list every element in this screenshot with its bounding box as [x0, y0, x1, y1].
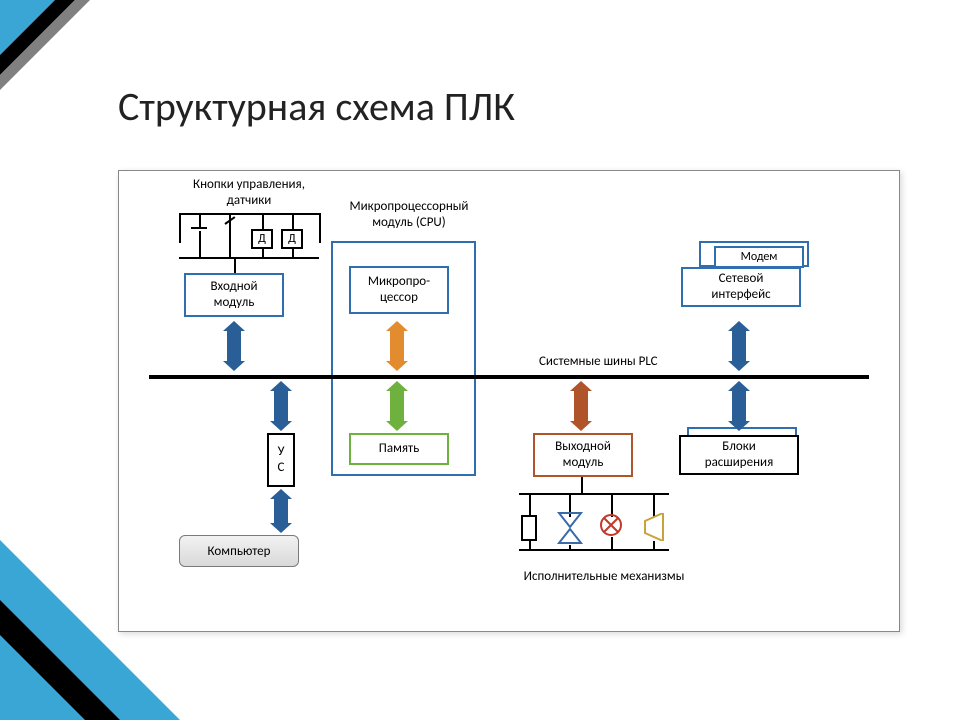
actuator-horn-icon — [643, 513, 667, 541]
actuator-lamp-icon — [599, 513, 623, 537]
label-actuators: Исполнительные механизмы — [489, 569, 719, 585]
page-title: Структурная схема ПЛК — [118, 82, 515, 131]
actuator-relay-icon — [521, 515, 537, 541]
actuator-valve1-icon — [557, 511, 583, 545]
plc-diagram: Кнопки управления, датчики Микропроцессо… — [118, 170, 900, 632]
slide: Структурная схема ПЛК Кнопки управления,… — [0, 0, 960, 720]
arrows-layer — [119, 171, 899, 631]
